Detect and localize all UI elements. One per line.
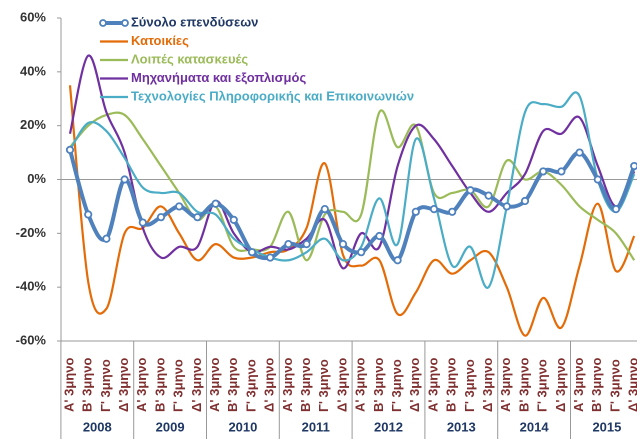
group-label: 2014 bbox=[520, 419, 550, 434]
data-point bbox=[175, 202, 184, 211]
x-tick-label: Β' 3μηνο bbox=[298, 358, 313, 412]
x-tick-label: Δ' 3μηνο bbox=[407, 358, 422, 412]
data-point bbox=[393, 256, 402, 265]
data-point bbox=[84, 210, 93, 219]
group-label: 2008 bbox=[83, 419, 112, 434]
x-tick-label: Γ' 3μηνο bbox=[243, 359, 258, 412]
y-tick-label: -60% bbox=[16, 332, 47, 347]
x-tick-label: Γ' 3μηνο bbox=[535, 359, 550, 412]
data-point bbox=[539, 167, 548, 176]
x-tick-label: Β' 3μηνο bbox=[516, 358, 531, 412]
legend-label: Τεχνολογίες Πληροφορικής και Επικοινωνιώ… bbox=[131, 88, 414, 103]
data-point bbox=[375, 231, 384, 241]
x-tick-label: Γ' 3μηνο bbox=[171, 359, 186, 412]
x-tick-label: Β' 3μηνο bbox=[589, 358, 604, 412]
x-tick-label: Γ' 3μηνο bbox=[607, 359, 622, 412]
data-point bbox=[193, 213, 202, 222]
data-point bbox=[338, 240, 348, 249]
y-tick-label: -40% bbox=[16, 279, 47, 294]
group-label: 2012 bbox=[374, 419, 403, 434]
data-point bbox=[502, 202, 511, 211]
x-tick-label: Δ' 3μηνο bbox=[334, 358, 349, 412]
data-point bbox=[247, 248, 257, 257]
x-tick-label: Α' 3μηνο bbox=[61, 358, 76, 412]
data-point bbox=[520, 196, 530, 206]
data-point bbox=[466, 186, 475, 195]
legend-marker bbox=[99, 19, 107, 27]
x-tick-label: Β' 3μηνο bbox=[225, 358, 240, 412]
y-tick-label: 20% bbox=[20, 117, 46, 132]
data-point bbox=[557, 167, 566, 176]
x-tick-label: Δ' 3μηνο bbox=[480, 358, 495, 412]
series-line bbox=[69, 109, 636, 262]
y-tick-label: -20% bbox=[16, 225, 47, 240]
group-label: 2011 bbox=[302, 419, 330, 434]
legend-label: Κατοικίες bbox=[131, 33, 189, 48]
group-label: 2010 bbox=[228, 419, 257, 434]
x-tick-label: Α' 3μηνο bbox=[280, 358, 295, 412]
legend-label: Λοιπές κατασκευές bbox=[131, 51, 248, 66]
series-line bbox=[68, 85, 636, 337]
data-point bbox=[138, 218, 147, 227]
data-point bbox=[211, 199, 220, 208]
x-tick-label: Β' 3μηνο bbox=[80, 358, 95, 412]
legend-label: Σύνολο επενδύσεων bbox=[131, 14, 258, 29]
group-label: 2013 bbox=[447, 419, 476, 434]
x-tick-label: Β' 3μηνο bbox=[152, 358, 167, 412]
data-point bbox=[593, 175, 602, 184]
y-tick-label: 60% bbox=[20, 9, 46, 24]
series-line bbox=[68, 54, 636, 270]
x-tick-label: Δ' 3μηνο bbox=[626, 358, 637, 412]
x-tick-label: Α' 3μηνο bbox=[498, 358, 513, 412]
x-tick-label: Δ' 3μηνο bbox=[116, 358, 131, 412]
data-point bbox=[284, 240, 293, 249]
data-point bbox=[448, 207, 457, 216]
x-tick-label: Α' 3μηνο bbox=[353, 358, 368, 412]
data-point bbox=[411, 207, 420, 216]
x-tick-label: Α' 3μηνο bbox=[207, 358, 222, 412]
data-point bbox=[630, 161, 637, 171]
data-point bbox=[611, 205, 621, 214]
data-point bbox=[429, 205, 439, 214]
data-point bbox=[320, 205, 329, 214]
x-tick-label: Α' 3μηνο bbox=[134, 358, 149, 412]
y-tick-label: 0% bbox=[27, 171, 46, 186]
series-line bbox=[69, 91, 636, 289]
legend-marker bbox=[121, 19, 129, 27]
group-label: 2015 bbox=[592, 419, 621, 434]
x-tick-label: Β' 3μηνο bbox=[371, 358, 386, 412]
y-tick-label: 40% bbox=[20, 63, 46, 78]
data-point bbox=[575, 148, 584, 157]
x-tick-label: Α' 3μηνο bbox=[571, 358, 586, 412]
data-point bbox=[302, 240, 311, 249]
data-point bbox=[120, 175, 129, 184]
data-point bbox=[229, 215, 238, 224]
x-tick-label: Δ' 3μηνο bbox=[262, 358, 277, 412]
data-point bbox=[102, 234, 111, 243]
x-tick-label: Γ' 3μηνο bbox=[389, 359, 404, 412]
legend-label: Μηχανήματα και εξοπλισμός bbox=[131, 70, 306, 85]
data-point bbox=[266, 253, 275, 262]
data-point bbox=[484, 191, 493, 200]
x-tick-label: Γ' 3μηνο bbox=[98, 359, 113, 412]
data-point bbox=[65, 145, 75, 154]
group-label: 2009 bbox=[156, 419, 185, 434]
series-line bbox=[68, 149, 637, 263]
x-tick-label: Β' 3μηνο bbox=[444, 358, 459, 412]
x-tick-label: Γ' 3μηνο bbox=[462, 359, 477, 412]
data-point bbox=[156, 213, 166, 222]
x-tick-label: Γ' 3μηνο bbox=[316, 359, 331, 412]
x-tick-label: Δ' 3μηνο bbox=[553, 358, 568, 412]
x-tick-label: Α' 3μηνο bbox=[425, 358, 440, 412]
data-point bbox=[357, 248, 366, 257]
x-tick-label: Δ' 3μηνο bbox=[189, 358, 204, 412]
